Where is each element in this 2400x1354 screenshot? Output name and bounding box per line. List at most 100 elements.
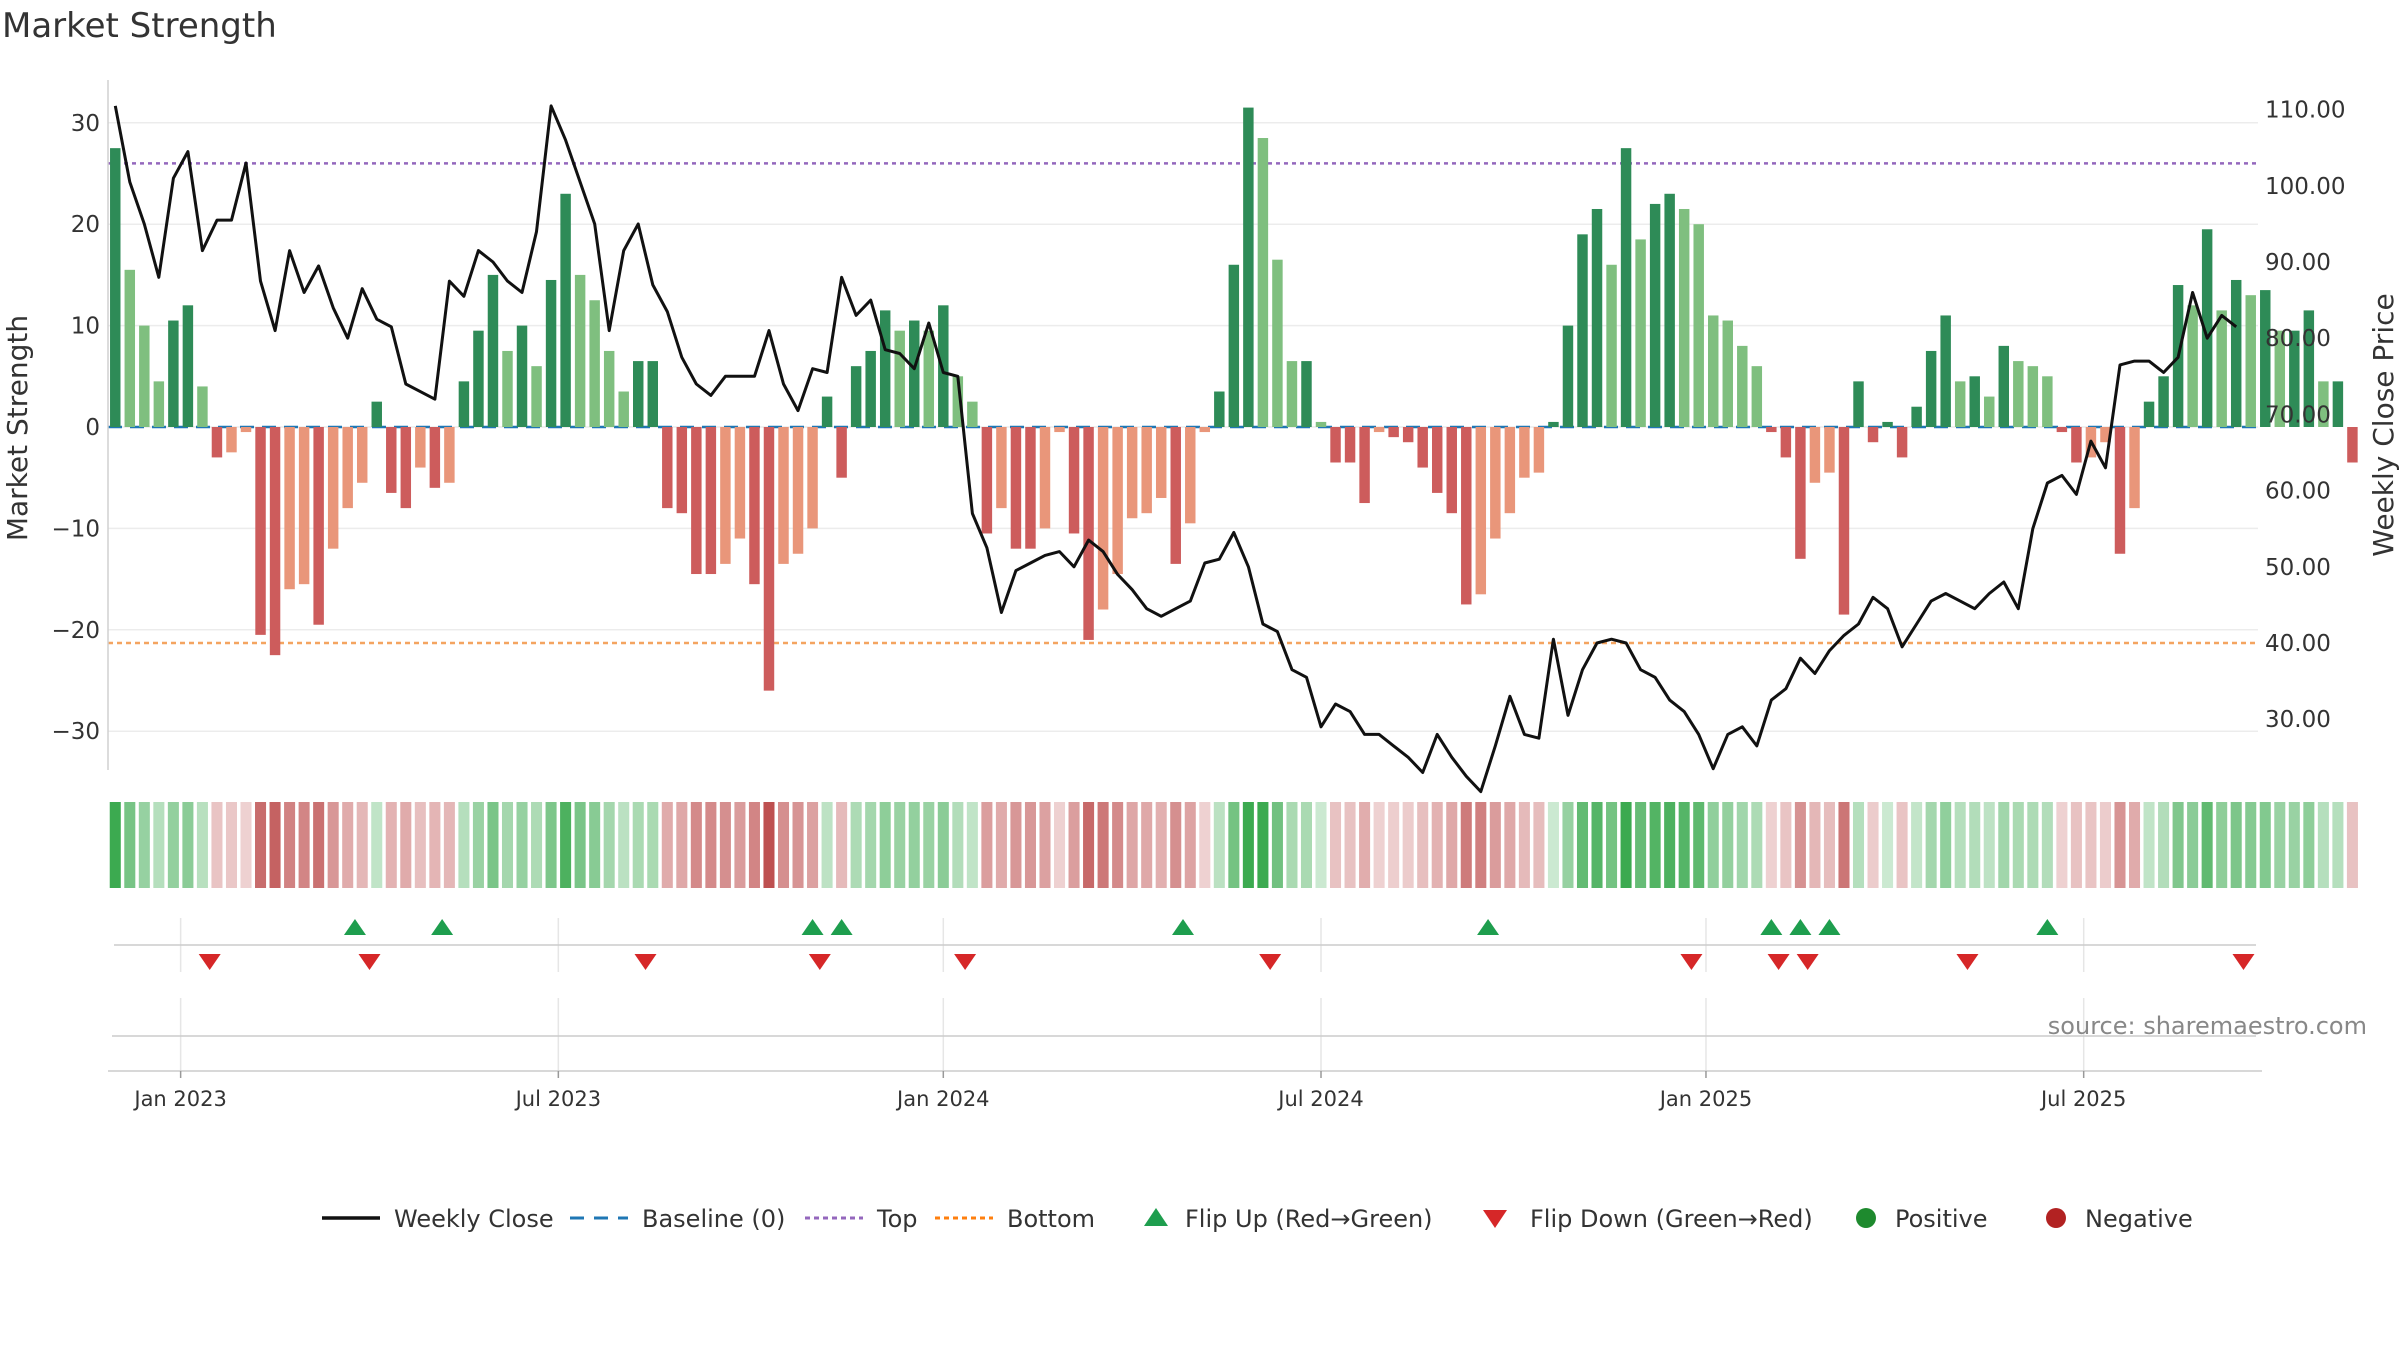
strength-bar: [647, 361, 658, 427]
heat-cell: [255, 802, 267, 888]
heat-cell: [1518, 802, 1530, 888]
heat-cell: [1925, 802, 1937, 888]
strength-bar: [2347, 427, 2358, 463]
strength-bar: [284, 427, 295, 590]
heat-cell: [792, 802, 804, 888]
flip-up-marker: [1477, 919, 1500, 935]
heat-cell: [1896, 802, 1908, 888]
strength-bar: [1417, 427, 1428, 468]
right-tick-label: 110.00: [2265, 98, 2345, 124]
strength-bar: [1795, 427, 1806, 559]
heat-cell: [284, 802, 296, 888]
strength-bar: [836, 427, 847, 478]
strength-bar: [298, 427, 310, 585]
heat-cell: [603, 802, 615, 888]
strength-bar: [2201, 229, 2213, 427]
heat-cell: [516, 802, 528, 888]
heat-cell: [2346, 802, 2358, 888]
heat-cell: [676, 802, 688, 888]
flip-up-marker: [2036, 919, 2059, 935]
strength-bar: [1388, 427, 1399, 438]
strength-bar: [2114, 427, 2126, 554]
heat-cell: [1504, 802, 1516, 888]
strength-bar: [734, 427, 746, 539]
heat-cell: [661, 802, 673, 888]
flip-down-marker: [1680, 954, 1703, 970]
heat-cell: [1097, 802, 1109, 888]
strength-bar: [110, 148, 121, 427]
heat-cell: [1838, 802, 1850, 888]
strength-bar: [545, 279, 557, 427]
heat-cell: [2303, 802, 2315, 888]
heat-cell: [1010, 802, 1022, 888]
right-tick-label: 50.00: [2265, 555, 2331, 581]
strength-bar: [1010, 427, 1022, 549]
heat-cell: [429, 802, 441, 888]
heat-cell: [196, 802, 208, 888]
heat-cell: [1547, 802, 1559, 888]
heat-cell: [1533, 802, 1545, 888]
heat-cell: [443, 802, 455, 888]
strength-bar: [502, 350, 513, 427]
strength-bar: [2187, 305, 2198, 427]
heat-cell: [269, 802, 281, 888]
flip-down-marker: [198, 954, 221, 970]
legend-item: Top: [805, 1205, 918, 1233]
heat-cell: [908, 802, 920, 888]
x-axis: Jan 2023 Jul 2023 Jan 2024 Jul 2024 Jan 2025…: [132, 1071, 2126, 1111]
heat-cell: [966, 802, 978, 888]
legend-circle-icon: [2046, 1208, 2066, 1228]
strength-bar: [211, 427, 223, 458]
strength-bar: [952, 376, 964, 427]
strength-bar: [458, 381, 470, 427]
heat-cell: [807, 802, 819, 888]
strength-bar: [2027, 366, 2039, 427]
strength-bar: [1112, 427, 1123, 575]
strength-bar: [1838, 427, 1850, 615]
heat-cell: [879, 802, 891, 888]
strength-bar: [1199, 427, 1211, 433]
legend-label: Positive: [1895, 1205, 1988, 1233]
heat-cell: [2172, 802, 2184, 888]
strength-bar: [516, 325, 528, 427]
strength-bar: [1969, 376, 1980, 427]
flip-up-marker: [431, 919, 454, 935]
heat-cell: [1373, 802, 1385, 888]
strength-bar: [603, 350, 615, 427]
strength-bar: [1882, 421, 1893, 427]
strength-bar: [2260, 290, 2271, 427]
strength-bar: [749, 427, 760, 585]
strength-bar: [1635, 239, 1646, 427]
strength-bar: [2143, 401, 2155, 427]
heat-cell: [1983, 802, 1995, 888]
heat-cell: [1620, 802, 1632, 888]
strength-bar: [1373, 427, 1385, 433]
strength-bar: [1519, 427, 1530, 478]
strength-bar: [2318, 381, 2329, 427]
heat-cell: [371, 802, 383, 888]
heat-cell: [1911, 802, 1923, 888]
heat-cell: [763, 802, 775, 888]
heat-cell: [1635, 802, 1647, 888]
strength-bar: [1402, 427, 1414, 443]
heat-cell: [1678, 802, 1690, 888]
heat-cell: [1126, 802, 1138, 888]
strength-bar: [2216, 310, 2227, 427]
flip-up-marker: [1760, 919, 1783, 935]
heat-cell: [2317, 802, 2329, 888]
strength-bar: [1998, 345, 2010, 427]
heat-cell: [2114, 802, 2126, 888]
strength-bar: [1185, 427, 1196, 524]
heat-cell: [2012, 802, 2024, 888]
strength-bar: [1853, 381, 1864, 427]
heat-cell: [734, 802, 746, 888]
heat-cell: [342, 802, 354, 888]
flip-down-marker: [1767, 954, 1790, 970]
heat-cell: [690, 802, 702, 888]
heat-cell: [1489, 802, 1501, 888]
flip-up-marker: [1818, 919, 1841, 935]
heat-cell: [618, 802, 630, 888]
heat-cell: [1562, 802, 1574, 888]
strength-bar: [255, 427, 266, 635]
